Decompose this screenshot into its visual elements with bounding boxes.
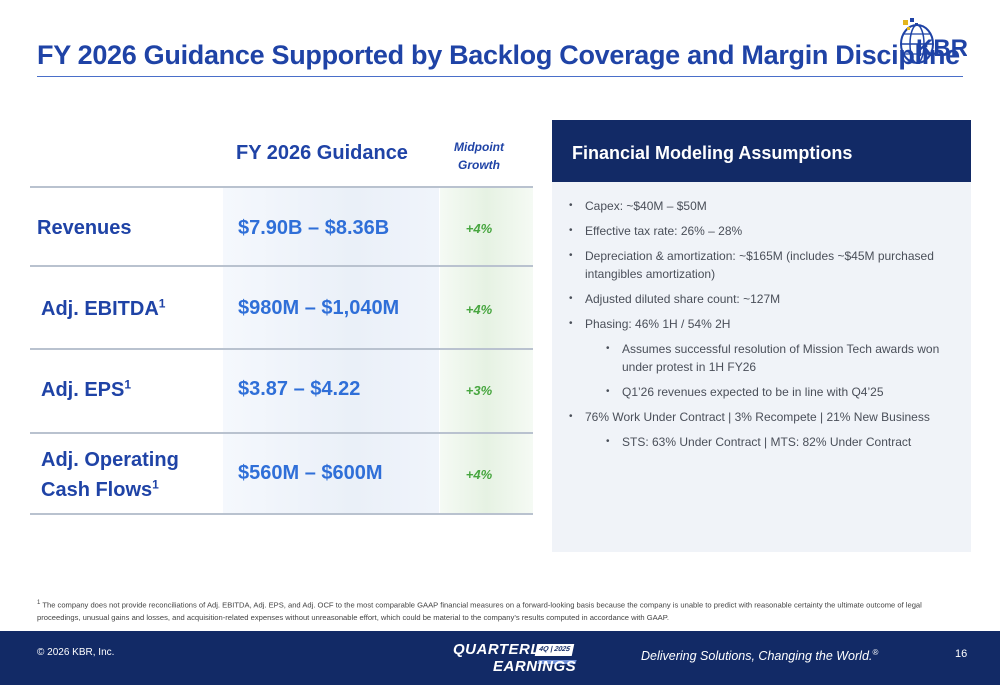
footnote-text: The company does not provide reconciliat… [37,600,922,622]
row-growth-adj-ebitda: +4% [465,302,493,317]
row-label-text: Adj. EBITDA [41,298,159,320]
growth-column-header: Midpoint Growth [444,138,514,174]
brand-line2: EARNINGS [493,658,577,675]
row-label-line1: Adj. Operating [41,449,179,471]
growth-header-line1: Midpoint [454,140,504,154]
table-rule [30,348,533,350]
row-label-adj-ebitda: Adj. EBITDA1 [41,295,165,323]
row-label-adj-eps: Adj. EPS1 [41,376,131,404]
sub-list-item: Assumes successful resolution of Mission… [605,340,958,376]
row-growth-revenues: +4% [465,221,493,236]
sub-list-item: Q1’26 revenues expected to be in line wi… [605,383,958,401]
kbr-globe-logo: KBR [897,14,967,70]
table-rule [30,513,533,515]
row-value-adj-eps: $3.87 – $4.22 [238,378,361,400]
assumptions-list: Capex: ~$40M – $50M Effective tax rate: … [568,197,958,458]
guidance-column-header: FY 2026 Guidance [236,142,408,164]
row-value-adj-ebitda: $980M – $1,040M [238,297,400,319]
row-growth-adj-ocf: +4% [465,467,493,482]
quarter-badge: 4Q | 2025 [534,644,575,656]
footnote-marker: 1 [37,600,41,606]
footnote: 1 The company does not provide reconcili… [37,597,957,624]
registered-mark: ® [872,648,879,657]
list-item: Adjusted diluted share count: ~127M [568,290,958,308]
growth-header-line2: Growth [458,158,500,172]
row-label-revenues: Revenues [37,217,132,239]
title-divider [37,76,963,77]
table-rule [30,265,533,267]
brand-line1: QUARTERLY [453,641,550,658]
row-value-revenues: $7.90B – $8.36B [238,217,390,239]
tagline-text: Delivering Solutions, Changing the World… [641,649,873,664]
footnote-marker: 1 [158,296,166,311]
row-label-adj-ocf: Adj. Operating Cash Flows1 [41,446,179,504]
list-item: Phasing: 46% 1H / 54% 2H [568,315,958,333]
logo-text: KBR [916,35,967,62]
assumptions-panel [552,120,971,552]
quarterly-earnings-logo: QUARTERLY 4Q | 2025 EARNINGS [453,641,583,677]
list-item: 76% Work Under Contract | 3% Recompete |… [568,408,958,426]
list-item: Capex: ~$40M – $50M [568,197,958,215]
tagline: Delivering Solutions, Changing the World… [641,648,878,663]
assumptions-title: Financial Modeling Assumptions [572,143,853,163]
footnote-marker: 1 [124,377,132,392]
row-label-line2: Cash Flows [41,479,153,501]
table-rule [30,186,533,188]
assumptions-panel-header [552,120,971,182]
sub-list-item: STS: 63% Under Contract | MTS: 82% Under… [605,433,958,451]
footer-bar [0,631,1000,685]
table-rule [30,432,533,434]
guidance-column-shade [223,188,439,514]
growth-column-shade [440,188,533,514]
list-item: Depreciation & amortization: ~$165M (inc… [568,247,958,283]
list-item: Effective tax rate: 26% – 28% [568,222,958,240]
row-label-text: Adj. EPS [41,379,125,401]
page-number: 16 [955,648,968,660]
slide-title: FY 2026 Guidance Supported by Backlog Co… [37,40,960,70]
footnote-marker: 1 [152,477,159,492]
row-growth-adj-eps: +3% [465,383,493,398]
row-value-adj-ocf: $560M – $600M [238,462,383,484]
copyright: © 2026 KBR, Inc. [37,647,115,658]
